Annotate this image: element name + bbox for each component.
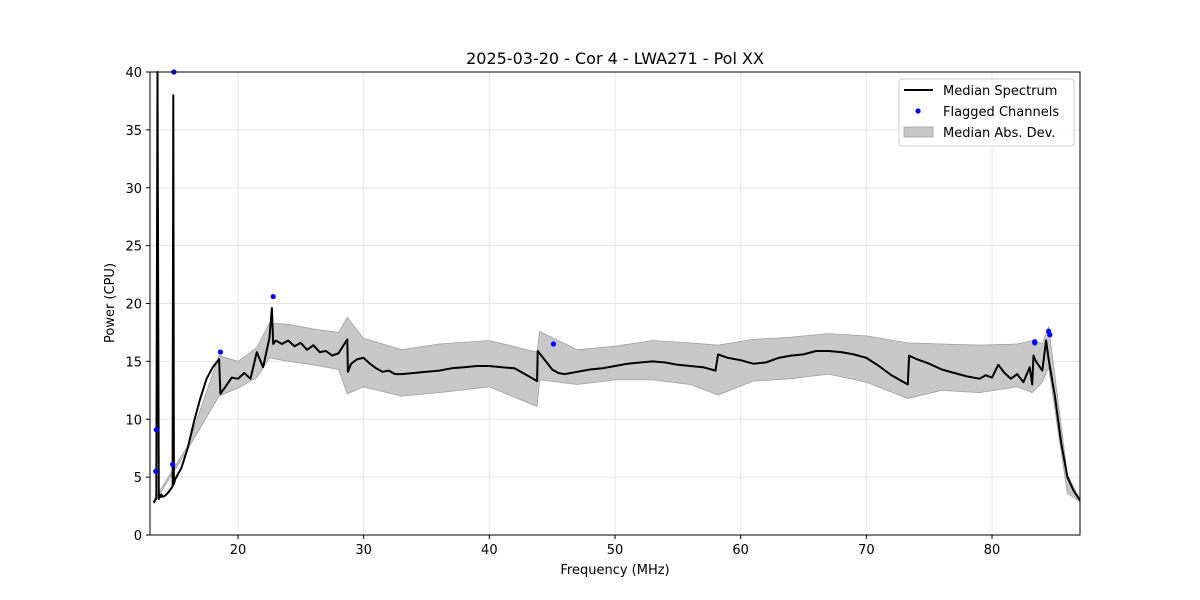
y-tick-label: 30	[125, 182, 142, 197]
legend-band-swatch	[903, 126, 934, 138]
y-tick-label: 10	[125, 413, 142, 428]
flagged-channel-point	[1047, 332, 1053, 338]
x-tick-label: 70	[858, 543, 875, 558]
flagged-channel-point	[153, 468, 159, 474]
flagged-channel-point	[270, 293, 276, 300]
flagged-channel-point	[1032, 340, 1038, 346]
flagged-channel-point	[170, 461, 176, 467]
flagged-channel-point	[217, 349, 223, 355]
x-axis-label: Frequency (MHz)	[560, 563, 669, 578]
y-axis-label: Power (CPU)	[103, 263, 118, 343]
legend-median-label: Median Spectrum	[943, 84, 1057, 99]
y-tick-label: 5	[134, 471, 142, 486]
x-tick-label: 50	[607, 543, 624, 558]
y-tick-label: 40	[125, 66, 142, 81]
x-tick-label: 80	[984, 543, 1001, 558]
x-tick-label: 30	[355, 543, 372, 558]
chart-title: 2025-03-20 - Cor 4 - LWA271 - Pol XX	[466, 49, 764, 68]
legend-flagged-label: Flagged Channels	[943, 105, 1059, 120]
y-tick-label: 20	[125, 298, 142, 313]
flagged-channel-point	[153, 427, 159, 433]
y-tick-label: 0	[134, 529, 142, 544]
x-tick-label: 20	[230, 543, 247, 558]
y-axis-ticks: 0 5 10 15 20 25 30 35 40	[125, 66, 150, 544]
legend-flagged-swatch	[915, 108, 921, 114]
y-tick-label: 35	[125, 124, 142, 139]
flagged-channels-points	[153, 69, 1053, 474]
y-tick-label: 25	[125, 240, 142, 255]
y-tick-label: 15	[125, 355, 142, 370]
x-tick-label: 40	[481, 543, 498, 558]
legend-band-label: Median Abs. Dev.	[943, 126, 1055, 141]
x-axis-ticks: 20 30 40 50 60 70 80	[230, 535, 1001, 558]
legend-box	[898, 78, 1075, 147]
x-tick-label: 60	[732, 543, 749, 558]
flagged-channel-point	[550, 341, 557, 347]
median-spectrum-line	[152, 71, 1081, 504]
legend: Median Spectrum Flagged Channels Median …	[898, 78, 1075, 147]
